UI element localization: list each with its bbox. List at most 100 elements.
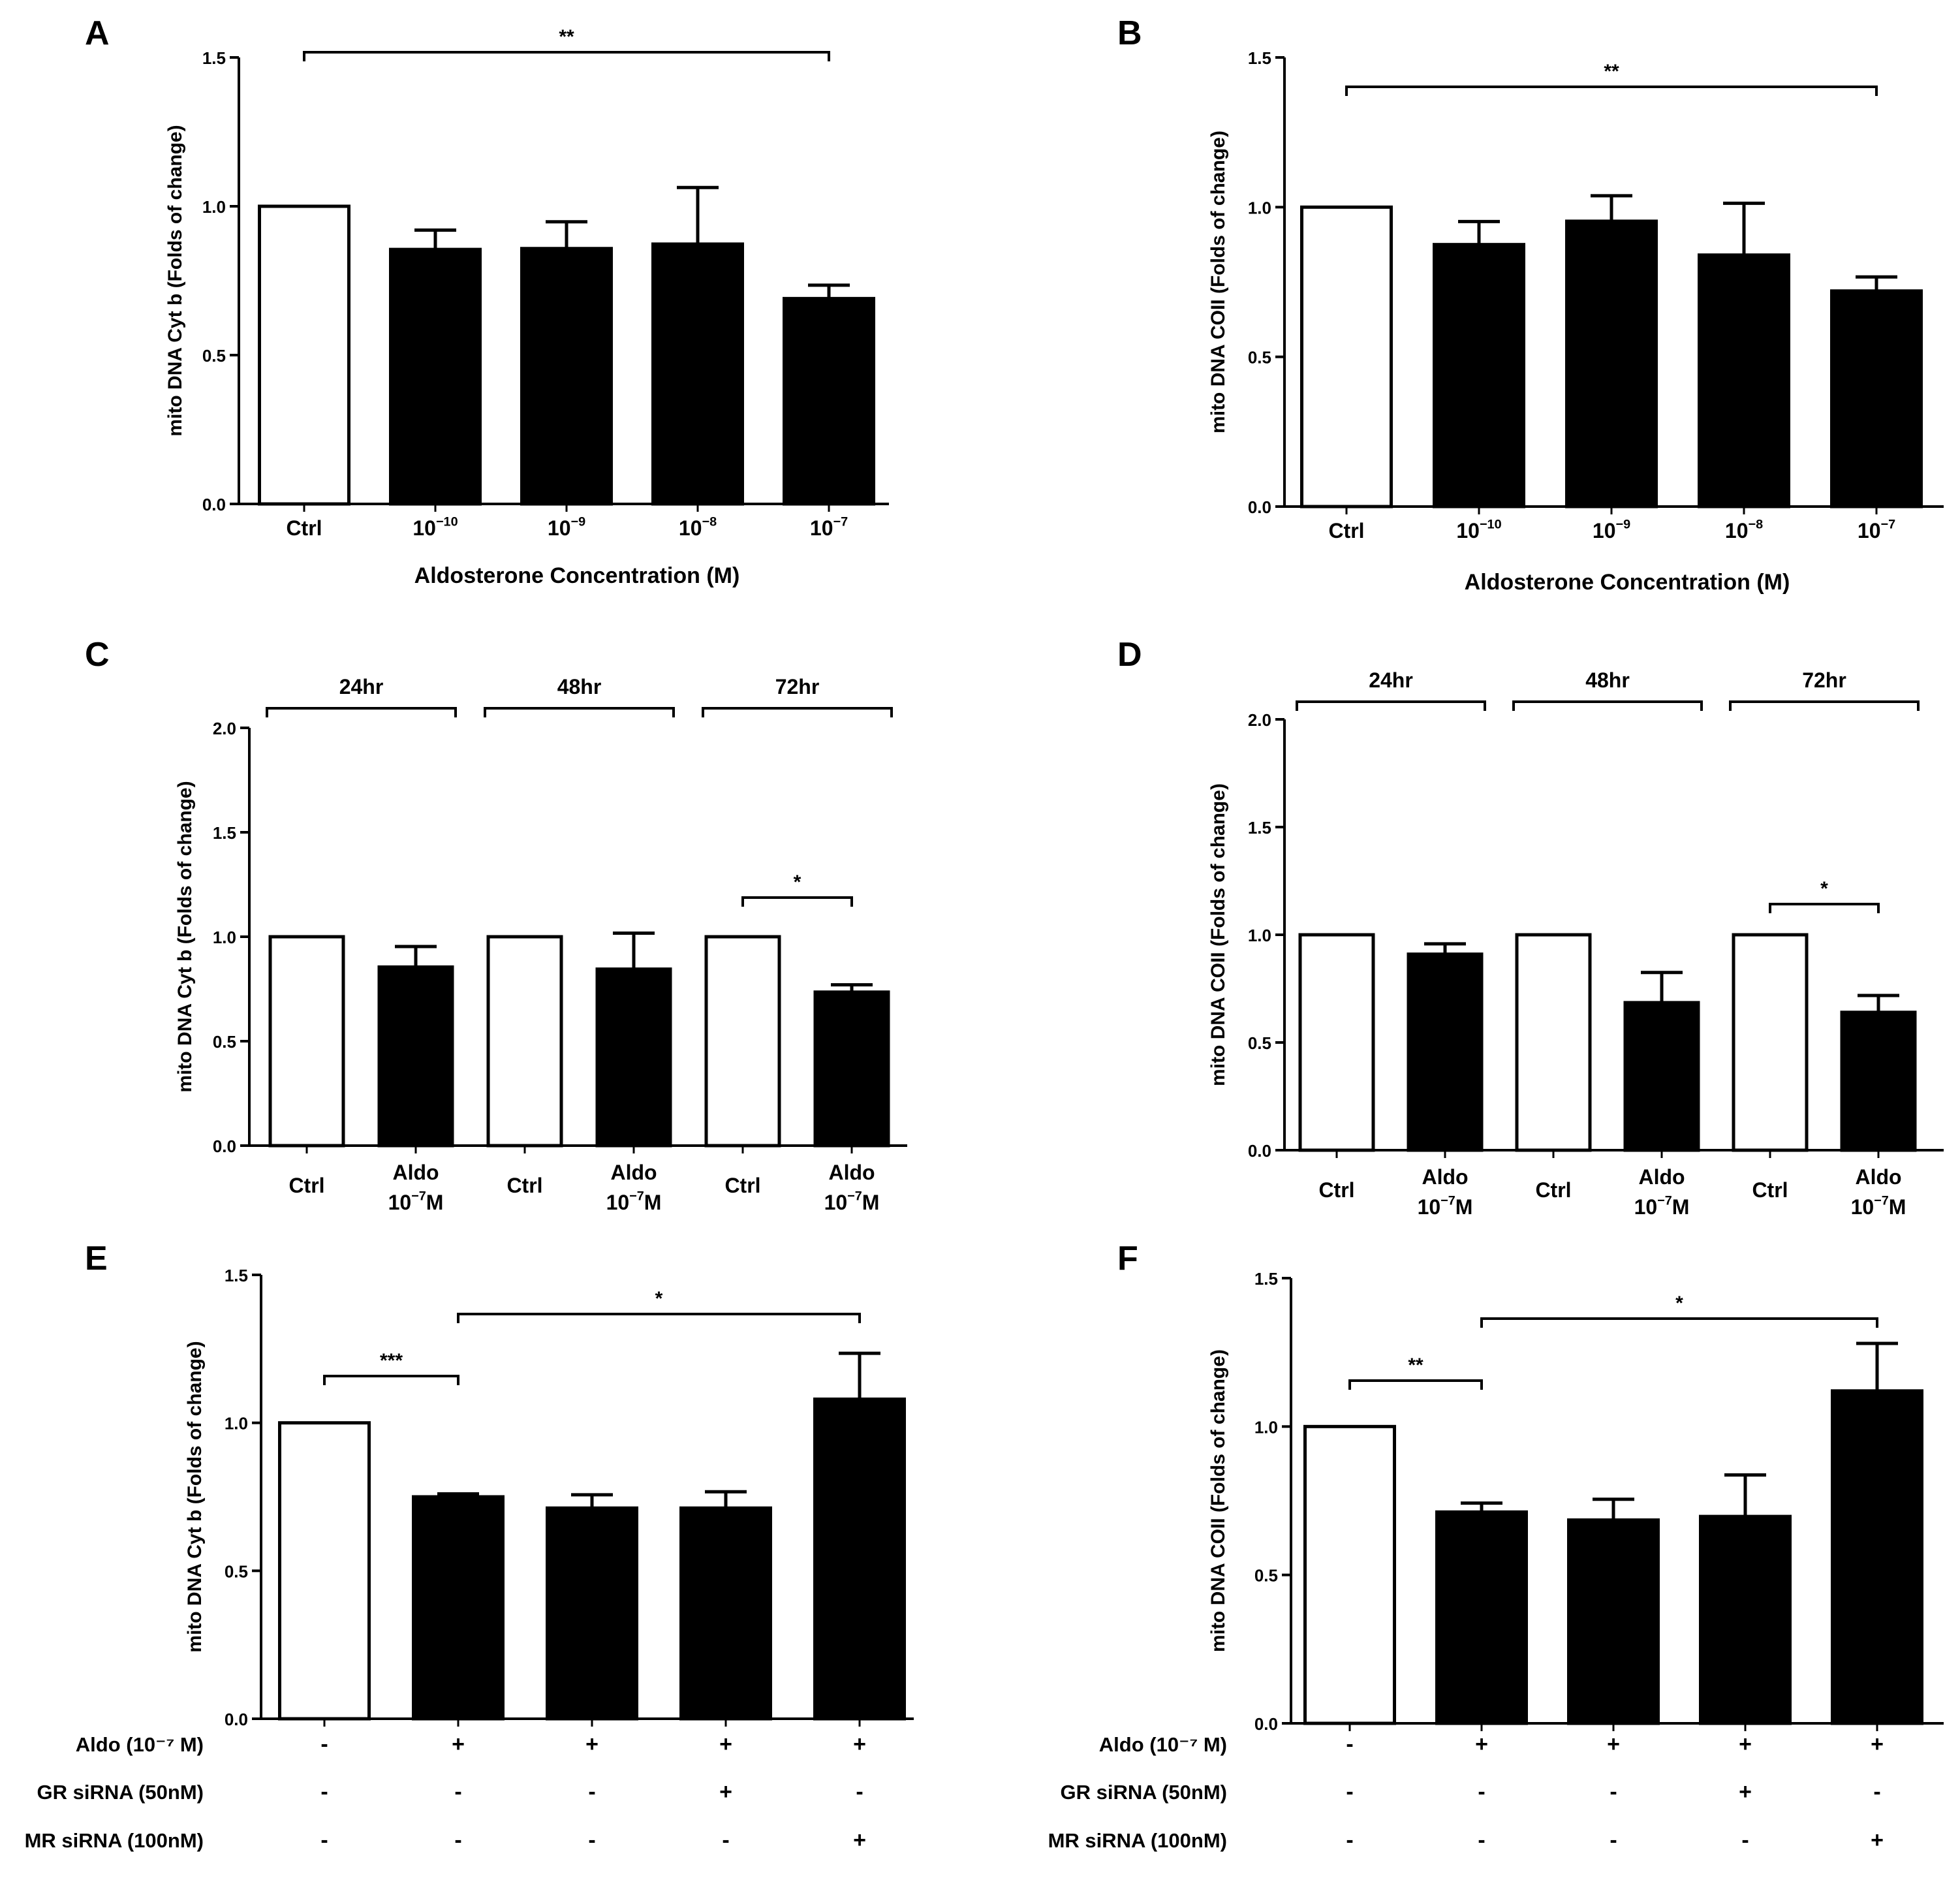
panel-f-condition-sign: - [1346, 1779, 1353, 1804]
panel-c-x-tick-label: 10−7M [824, 1189, 880, 1214]
panel-f-y-tick-label: 0.0 [1254, 1714, 1278, 1734]
panel-d-letter: D [1117, 636, 1142, 674]
panel-c-x-tick-label: Aldo [392, 1161, 439, 1184]
panel-e-condition-sign: + [853, 1828, 866, 1853]
panel-c-significance-bracket [741, 896, 853, 907]
panel-a-x-axis-label: Aldosterone Concentration (M) [414, 563, 740, 588]
panel-a-y-axis-label: mito DNA Cyt b (Folds of change) [164, 125, 186, 436]
panel-d-significance-bracket [1769, 903, 1880, 913]
panel-a-bar [389, 247, 482, 506]
panel-f-condition-sign: - [1610, 1828, 1617, 1853]
panel-f-condition-sign: - [1873, 1779, 1880, 1804]
panel-d-bar [1840, 1010, 1917, 1152]
panel-f-condition-label: Aldo (10⁻⁷ M) [1099, 1733, 1227, 1756]
panel-e-y-tick-label: 0.5 [225, 1561, 248, 1581]
panel-e-bar [679, 1506, 772, 1721]
panel-c-y-tick-label: 1.5 [213, 823, 236, 843]
panel-e-significance-bracket [457, 1313, 861, 1323]
panel-b-letter: B [1117, 14, 1142, 52]
panel-e-condition-sign: - [454, 1779, 461, 1804]
panel-c-bar [704, 935, 781, 1148]
panel-f-letter: F [1117, 1240, 1138, 1277]
panel-d-y-tick-label: 0.5 [1248, 1033, 1271, 1053]
panel-a-bar [520, 247, 613, 506]
panel-f-bar [1831, 1389, 1923, 1725]
panel-b-x-tick-label: 10−7 [1858, 518, 1895, 542]
panel-c-y-tick-label: 2.0 [213, 719, 236, 738]
panel-c-bar [268, 935, 345, 1148]
panel-f-condition-label: GR siRNA (50nM) [1061, 1781, 1227, 1804]
panel-e-condition-sign: - [454, 1828, 461, 1853]
panel-b-x-tick-label: Ctrl [1328, 519, 1364, 542]
panel-d-y-tick-label: 1.0 [1248, 926, 1271, 945]
panel-c-group-bracket [484, 707, 675, 717]
panel-e-condition-sign: + [585, 1732, 599, 1757]
panel-e-condition-sign: - [320, 1828, 328, 1853]
panel-a-bar [258, 204, 350, 506]
panel-e-condition-sign: + [853, 1732, 866, 1757]
panel-c-letter: C [85, 636, 110, 674]
panel-f-significance-label: ** [1408, 1355, 1423, 1376]
panel-b-x-tick-label: 10−8 [1725, 518, 1763, 542]
panel-d-x-tick-label: Ctrl [1535, 1178, 1571, 1202]
panel-d-x-tick-label: 10−7M [1418, 1194, 1473, 1219]
panel-e-y-tick-label: 0.0 [225, 1710, 248, 1729]
panel-f-bar [1699, 1514, 1792, 1725]
panel-c-x-tick-label: 10−7M [606, 1189, 662, 1214]
panel-c-y-tick-label: 1.0 [213, 928, 236, 947]
panel-a-y-tick-label: 0.0 [202, 495, 226, 514]
panel-b-bar [1830, 289, 1923, 509]
panel-f-bar [1435, 1510, 1528, 1725]
panel-d-group-bracket [1296, 700, 1486, 711]
panel-b-y-tick-label: 1.5 [1248, 48, 1271, 68]
panel-c-x-tick-label: Ctrl [724, 1174, 760, 1197]
panel-e-y-tick-label: 1.5 [225, 1266, 248, 1285]
panel-e-bar [278, 1421, 371, 1721]
panel-d-bar [1407, 952, 1484, 1152]
panel-d-bar [1623, 1001, 1700, 1152]
panel-c-y-tick-label: 0.5 [213, 1032, 236, 1052]
panel-f-condition-sign: - [1610, 1779, 1617, 1804]
panel-e-condition-sign: - [320, 1779, 328, 1804]
panel-d-significance-label: * [1820, 878, 1828, 900]
panel-e-condition-sign: - [320, 1732, 328, 1757]
panel-d-group-label: 72hr [1802, 668, 1846, 692]
panel-e-condition-sign: - [588, 1779, 595, 1804]
panel-e-condition-sign: - [588, 1828, 595, 1853]
panel-c-bar [595, 967, 672, 1148]
panel-f-significance-bracket [1480, 1317, 1878, 1328]
panel-f-significance-label: * [1675, 1292, 1683, 1314]
panel-a-letter: A [85, 14, 110, 52]
panel-b-significance-label: ** [1604, 61, 1619, 82]
panel-c-x-tick-label: Aldo [610, 1161, 657, 1184]
panel-a-bar [783, 296, 875, 506]
panel-a-y-tick-label: 1.0 [202, 197, 226, 217]
panel-d-y-tick-label: 2.0 [1248, 710, 1271, 730]
panel-b-x-tick-label: 10−9 [1593, 518, 1630, 542]
panel-b-bar [1698, 253, 1790, 509]
panel-d-group-bracket [1512, 700, 1703, 711]
panel-e-condition-sign: + [719, 1732, 732, 1757]
panel-e-significance-label: * [655, 1288, 663, 1309]
panel-d-y-tick-label: 1.5 [1248, 818, 1271, 838]
panel-c-bar [813, 990, 890, 1148]
panel-e-bar [412, 1495, 505, 1721]
panel-e-condition-sign: - [722, 1828, 729, 1853]
panel-d-y-axis-label: mito DNA COII (Folds of change) [1207, 783, 1229, 1086]
panel-a-x-tick-label: 10−9 [548, 515, 585, 540]
panel-d-group-label: 48hr [1585, 668, 1630, 692]
panel-c-group-bracket [702, 707, 893, 717]
panel-d-x-tick-label: Aldo [1638, 1165, 1685, 1189]
panel-e-condition-sign: - [856, 1779, 863, 1804]
panel-c-x-tick-label: Aldo [828, 1161, 875, 1184]
panel-f-significance-bracket [1348, 1379, 1483, 1390]
panel-c-x-tick-label: Ctrl [506, 1174, 542, 1197]
panel-c-significance-label: * [794, 871, 801, 893]
panel-f-condition-sign: - [1346, 1732, 1353, 1757]
panel-c-group-bracket [266, 707, 457, 717]
panel-f-y-tick-label: 1.5 [1254, 1269, 1278, 1289]
panel-a-x-tick-label: 10−7 [810, 515, 848, 540]
panel-b-y-tick-label: 0.5 [1248, 348, 1271, 368]
panel-e-condition-label: GR siRNA (50nM) [37, 1781, 204, 1804]
panel-f-condition-sign: - [1478, 1828, 1485, 1853]
